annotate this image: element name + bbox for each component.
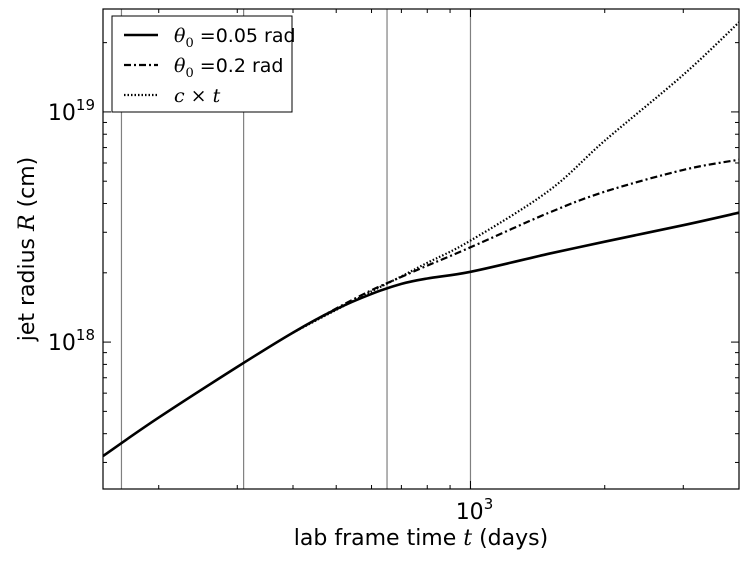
y-tick-label: 1019 (48, 96, 95, 126)
axis-ticks: 103 1018 1019 (48, 9, 740, 525)
legend-label-1: θ0 =0.05 rad (174, 25, 296, 51)
y-axis-label-suffix: (cm) (15, 157, 40, 215)
series-layer (103, 21, 739, 458)
y-axis-label: jet radius R (cm) (15, 157, 40, 343)
x-tick-label: 103 (456, 495, 494, 525)
y-axis-label-prefix: jet radius (15, 231, 40, 342)
series-line-1 (103, 211, 739, 458)
x-axis-label-prefix: lab frame time (294, 526, 463, 551)
legend-label-3: c × t (174, 85, 221, 107)
series-line-2 (292, 158, 739, 334)
x-axis-label-math: t (463, 526, 472, 551)
series-line-3 (292, 21, 739, 334)
y-axis-label-math: R (15, 214, 40, 232)
x-axis-label: lab frame time t (days) (294, 526, 548, 551)
legend: θ0 =0.05 rad θ0 =0.2 rad c × t (111, 15, 296, 113)
x-axis-label-suffix: (days) (472, 526, 548, 551)
plot-frame (102, 8, 740, 490)
legend-label-2: θ0 =0.2 rad (174, 55, 283, 81)
y-tick-label: 1018 (48, 326, 95, 356)
